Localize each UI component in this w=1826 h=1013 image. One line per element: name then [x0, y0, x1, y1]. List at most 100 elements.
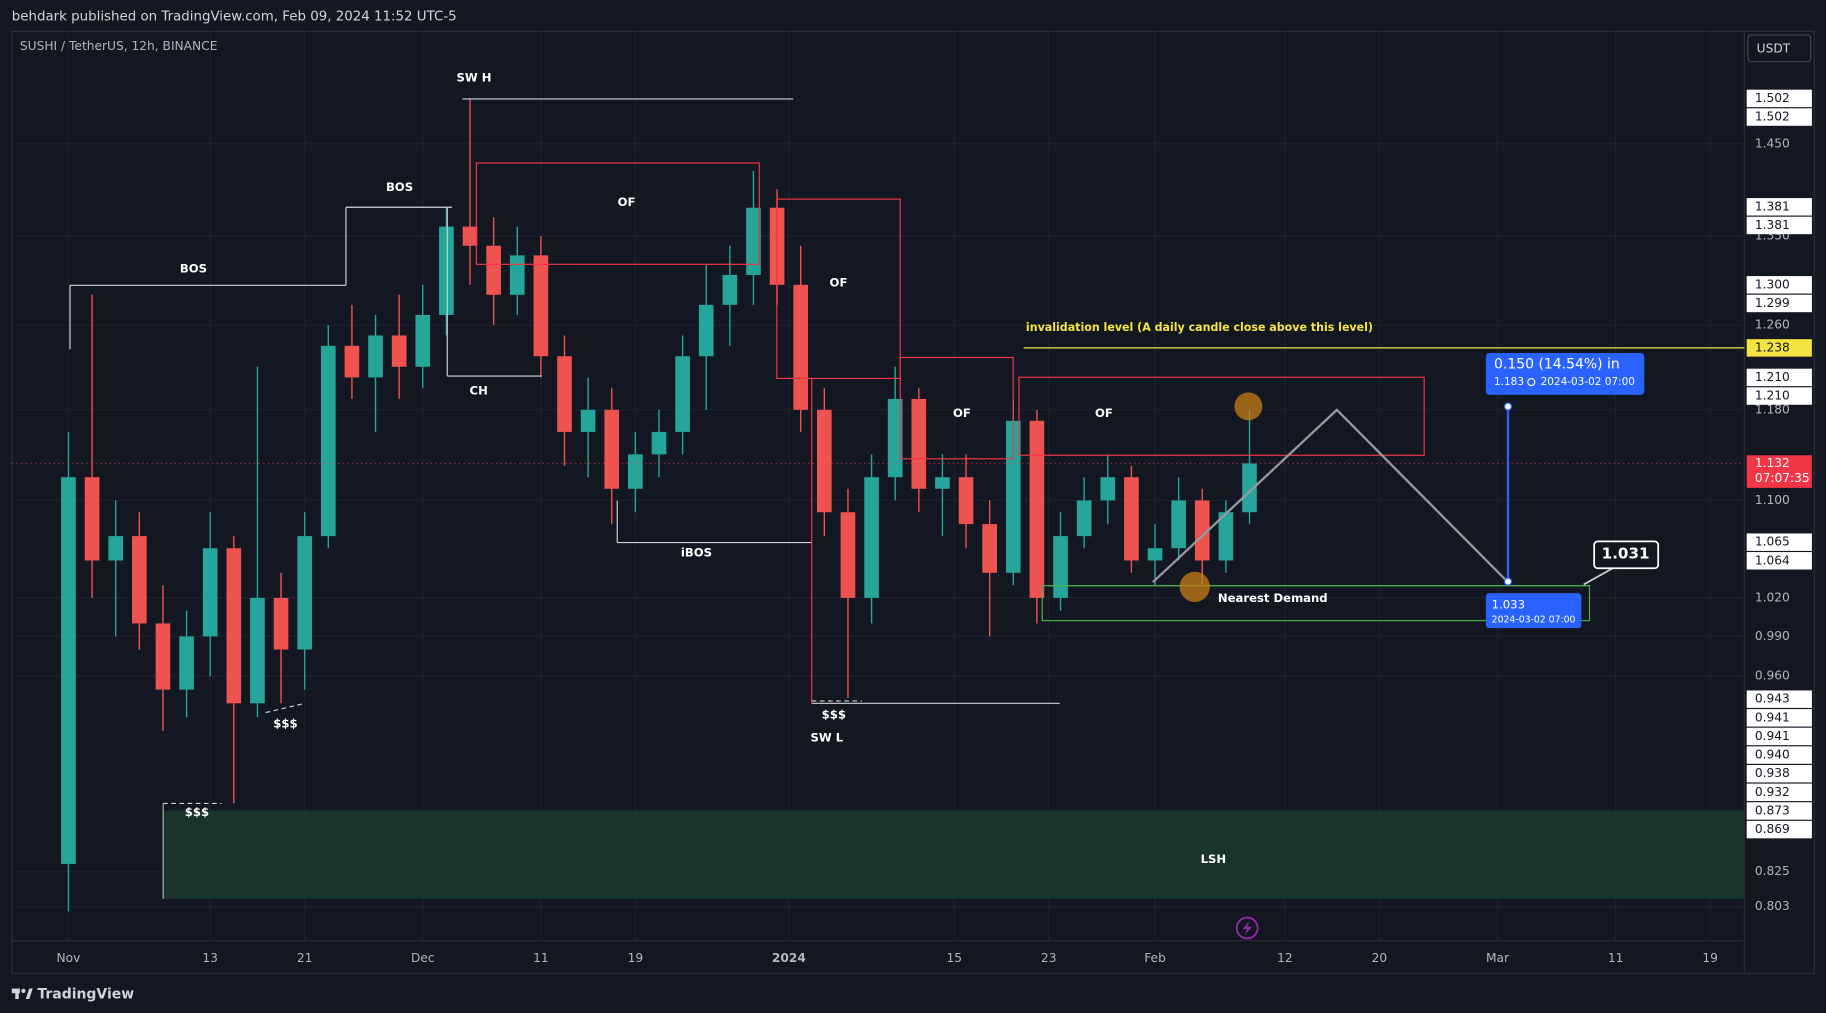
y-tick-label: 1.180 — [1755, 402, 1790, 416]
price-tag — [1746, 783, 1812, 802]
price-tag-label: 1.210 — [1755, 370, 1790, 384]
currency-button[interactable] — [1747, 34, 1812, 63]
price-tag — [1746, 820, 1812, 839]
candle-body — [155, 623, 171, 690]
y-tick-label: 1.260 — [1755, 318, 1790, 332]
measure-box — [1485, 352, 1645, 395]
candle-body — [887, 398, 903, 478]
price-tag — [1746, 802, 1812, 820]
x-tick-label: 11 — [533, 951, 549, 965]
candle-body — [250, 597, 265, 704]
invalidation-tag-label: 1.238 — [1755, 340, 1790, 354]
invalidation-tag — [1746, 339, 1812, 357]
price-tag — [1746, 198, 1812, 216]
annotation: CH — [470, 384, 488, 398]
candle-body — [61, 477, 76, 864]
candle-body — [1029, 420, 1045, 598]
x-tick-label: 20 — [1372, 951, 1388, 965]
price-tag — [1746, 276, 1812, 294]
candle-body — [1076, 500, 1092, 537]
price-tag-label: 0.940 — [1755, 748, 1790, 762]
x-tick-label: 21 — [297, 951, 313, 965]
price-tag-label: 0.941 — [1755, 729, 1790, 743]
candle-body — [1100, 477, 1116, 501]
candle-body — [108, 536, 124, 561]
candle-body — [344, 345, 360, 378]
price-tag — [1746, 89, 1812, 108]
price-tag — [1746, 690, 1812, 708]
projection-path — [1152, 408, 1509, 584]
alert-icon[interactable] — [1235, 916, 1259, 940]
candle-body — [746, 207, 761, 275]
price-tag-label: 0.873 — [1755, 803, 1790, 817]
y-tick-label: 0.990 — [1755, 629, 1790, 643]
price-tag — [1746, 294, 1812, 313]
price-tag-label: 0.941 — [1755, 710, 1790, 724]
candle-body — [958, 477, 974, 525]
price-tag — [1746, 764, 1812, 783]
candle-body — [297, 536, 312, 650]
candle-body — [84, 477, 100, 561]
candle-body — [698, 304, 714, 357]
logo-part — [15, 988, 19, 1000]
price-tag-label: 1.381 — [1755, 199, 1790, 213]
price-tag-label: 0.938 — [1755, 766, 1790, 780]
publisher-line: behdark published on TradingView.com, Fe… — [12, 9, 457, 24]
candle-body — [509, 255, 525, 295]
candle-body — [1218, 512, 1234, 561]
price-tag — [1746, 533, 1812, 551]
price-tag-label: 1.502 — [1755, 91, 1790, 105]
symbol-info: SUSHI / TetherUS, 12h, BINANCE — [20, 39, 218, 53]
measure-start — [1503, 577, 1513, 586]
price-tag-label: 1.381 — [1755, 218, 1790, 232]
x-tick-label: 12 — [1277, 951, 1293, 965]
candle-body — [1124, 477, 1139, 561]
price-tag — [1746, 368, 1812, 387]
measure-text: 0.150 (14.54%) in — [1494, 357, 1620, 373]
annotation: $$$ — [273, 717, 297, 731]
target-box — [1593, 540, 1660, 570]
candle-body — [840, 512, 856, 598]
measure-to: 1.183 — [1494, 376, 1524, 388]
x-tick-label: 11 — [1608, 951, 1624, 965]
brand-logo — [11, 988, 33, 1000]
candle-body — [722, 274, 738, 305]
candle-body — [675, 356, 690, 432]
price-tag — [1746, 727, 1812, 746]
candle-body — [935, 477, 950, 489]
annotation: Nearest Demand — [1218, 591, 1328, 605]
candle-body — [486, 245, 501, 295]
candle-body — [533, 255, 549, 357]
x-tick-label: Mar — [1486, 951, 1510, 965]
order-flow-box — [1018, 376, 1425, 456]
price-tag — [1746, 387, 1812, 405]
target-pointer — [1583, 567, 1614, 586]
annotation: iBOS — [681, 546, 712, 560]
liquidity-dash — [265, 702, 306, 714]
candle-body — [911, 398, 927, 489]
y-tick-label: 0.825 — [1755, 864, 1790, 878]
x-tick-label: 15 — [946, 951, 962, 965]
price-tag-label: 1.064 — [1755, 553, 1790, 567]
order-flow-box — [776, 198, 901, 380]
annotation: BOS — [180, 261, 207, 275]
x-tick-label: 13 — [202, 951, 218, 965]
measure-to-date: 2024-03-02 07:00 — [1541, 376, 1635, 388]
candle-body — [368, 335, 383, 378]
x-tick-label: 19 — [1702, 951, 1718, 965]
candle-body — [1053, 536, 1068, 598]
x-tick-label: 23 — [1041, 951, 1057, 965]
price-tag — [1746, 108, 1812, 126]
x-tick-label: 2024 — [772, 951, 806, 965]
candle-body — [557, 356, 572, 432]
annotation: OF — [618, 195, 636, 209]
candle-body — [1194, 500, 1210, 561]
annotation: SW L — [811, 731, 844, 745]
order-flow-box — [475, 162, 760, 265]
candle-body — [604, 409, 620, 489]
price-tag-label: 1.065 — [1755, 535, 1790, 549]
annotation: LSH — [1201, 852, 1227, 866]
candle-body — [628, 454, 643, 489]
